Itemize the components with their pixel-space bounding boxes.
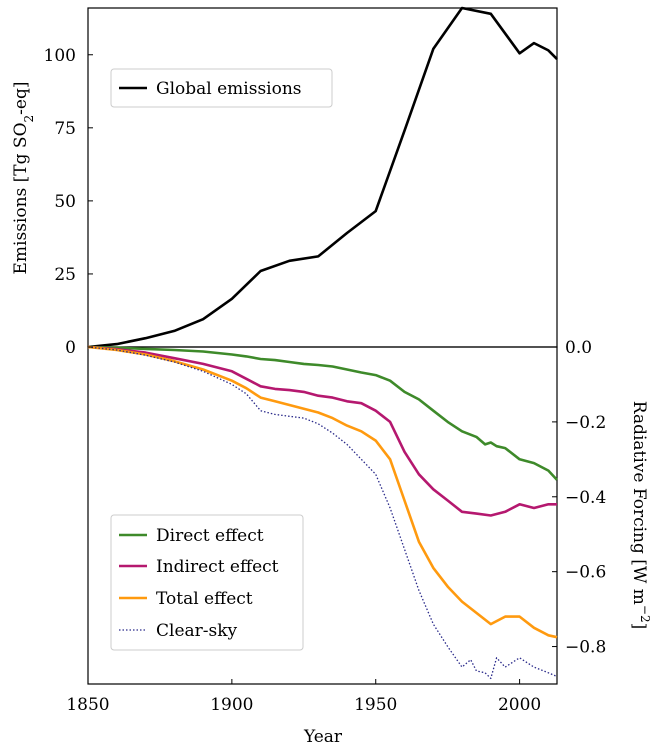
top-panel-frame [87, 7, 558, 348]
top-panel-lines [87, 6, 558, 349]
top-legend-box [110, 68, 333, 108]
top-legend: Global emissions [110, 68, 333, 108]
legend-label-total-effect: Total effect [156, 589, 253, 609]
series-line-global-emissions [87, 6, 558, 349]
x-axis-label: Year [303, 727, 343, 747]
axis-ticks: 0 25 50 75 100 0.0 −0.2 −0.4 −0.6 −0.8 1850 1900 195… [44, 46, 607, 715]
series-line-total-effect [87, 345, 558, 639]
series-line-direct-effect [87, 345, 558, 481]
x-tick-label: 1900 [210, 695, 253, 715]
top-y-tick-label: 100 [44, 46, 76, 66]
x-tick-label: 1950 [354, 695, 397, 715]
series-line-clear-sky [87, 346, 558, 680]
x-tick-label: 2000 [498, 695, 541, 715]
bottom-legend: Direct effect Indirect effect Total effe… [110, 514, 304, 651]
legend-label-indirect-effect: Indirect effect [156, 557, 279, 577]
legend-label-clear-sky: Clear-sky [156, 621, 238, 641]
top-y-tick-label: 25 [54, 265, 76, 285]
top-y-axis-label: Emissions [Tg SO2-eq] [11, 82, 36, 275]
bottom-y-tick-label: −0.4 [565, 488, 606, 508]
bottom-y-tick-label: −0.2 [565, 413, 606, 433]
bottom-y-tick-label: 0.0 [565, 338, 592, 358]
bottom-panel-lines [87, 345, 558, 680]
legend-label-global-emissions: Global emissions [156, 79, 302, 99]
bottom-legend-box [110, 514, 304, 651]
top-y-tick-label: 75 [54, 119, 76, 139]
bottom-panel-frame [87, 346, 558, 685]
bottom-y-tick-label: −0.6 [565, 563, 606, 583]
bottom-y-tick-label: −0.8 [565, 638, 606, 658]
x-tick-label: 1850 [66, 695, 109, 715]
top-y-tick-label: 50 [54, 192, 76, 212]
top-y-tick-label: 0 [65, 338, 76, 358]
legend-label-direct-effect: Direct effect [156, 526, 264, 546]
bottom-y-axis-label: Radiative Forcing [W m−2] [629, 401, 652, 630]
series-line-indirect-effect [87, 345, 557, 517]
